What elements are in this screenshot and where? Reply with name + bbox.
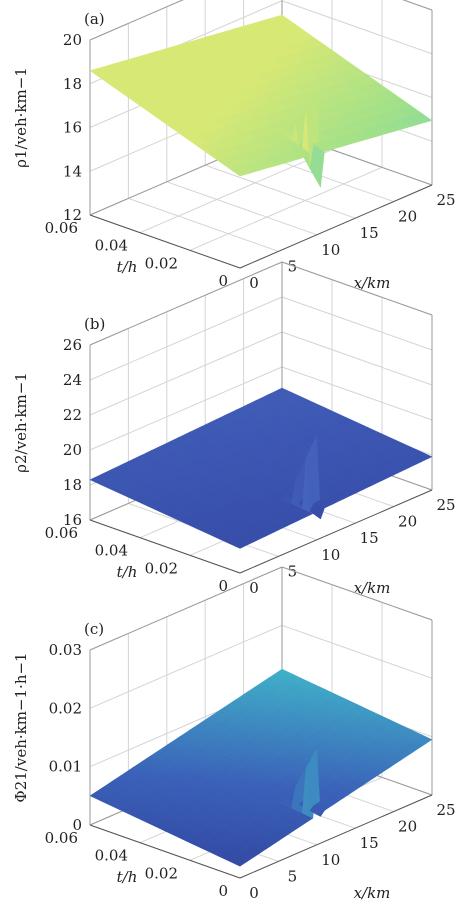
- surface: [89, 14, 433, 188]
- x-tick-label: 0: [249, 884, 259, 902]
- z-gridline: [281, 366, 433, 421]
- t-gridline: [139, 149, 333, 234]
- x-gridline: [166, 181, 317, 236]
- x-tick-label: 0: [249, 579, 259, 597]
- z-gridline: [281, 331, 433, 386]
- z-tick-label: 16: [63, 119, 82, 137]
- x-tick-label: 5: [288, 562, 298, 580]
- x-axis-label: x/km: [354, 884, 391, 902]
- z-gridline: [89, 331, 283, 416]
- chart-panel-1: 12 14 16 18 20 0 0.02 0.04 0.06 0 5 10 15 20 25 x/km t/h…: [12, 0, 456, 292]
- z-tick-label: 0: [72, 816, 82, 834]
- t-tick-label: 0: [218, 272, 228, 290]
- z-tick-label: 12: [63, 206, 82, 224]
- t-tick-label: 0.06: [45, 829, 78, 847]
- x-tick-label: 5: [288, 867, 298, 885]
- t-tick-label: 0.02: [145, 254, 178, 272]
- x-gridline: [128, 197, 279, 252]
- box-top-edge: [89, 0, 433, 41]
- t-tick-label: 0.04: [95, 237, 128, 255]
- z-gridline: [281, 0, 433, 55]
- t-axis-line: [89, 519, 241, 574]
- z-tick-label: 0.02: [49, 699, 82, 717]
- x-tick-label: 15: [360, 224, 379, 242]
- z-tick-label: 0.01: [49, 758, 82, 776]
- x-tick-label: 10: [321, 546, 340, 564]
- z-tick-label: 14: [63, 162, 82, 180]
- t-tick-label: 0.06: [45, 219, 78, 237]
- z-tick-label: 18: [63, 476, 82, 494]
- x-tick-label: 25: [436, 496, 455, 514]
- x-tick-label: 25: [436, 191, 455, 209]
- surface: [89, 387, 433, 549]
- t-axis-label: t/h: [117, 563, 138, 581]
- z-tick-label: 20: [63, 31, 82, 49]
- z-gridline: [89, 296, 283, 381]
- t-tick-label: 0: [218, 882, 228, 900]
- z-gridline: [89, 366, 283, 451]
- z-tick-label: 24: [63, 371, 82, 389]
- t-axis-label: t/h: [117, 868, 138, 886]
- box-top-edge: [89, 566, 433, 651]
- box-top-edge: [89, 261, 433, 346]
- surface-patch: [416, 112, 433, 122]
- z-axis-label: Φ21/veh·km−1·h−1: [12, 652, 30, 802]
- z-tick-label: 20: [63, 441, 82, 459]
- chart-panel-3: 00.010.020.0300.020.040.060510152025x/km…: [12, 566, 456, 902]
- t-axis-line: [89, 214, 241, 269]
- z-axis-label: ρ2/veh·km−1: [12, 372, 30, 473]
- z-tick-label: 26: [63, 336, 82, 354]
- t-axis-line: [89, 824, 241, 879]
- surface: [89, 668, 433, 867]
- surface-patch: [416, 734, 433, 743]
- t-gridline: [189, 166, 383, 251]
- x-tick-label: 10: [321, 241, 340, 259]
- t-tick-label: 0.02: [145, 559, 178, 577]
- z-tick-label: 18: [63, 75, 82, 93]
- x-tick-label: 15: [360, 834, 379, 852]
- z-tick-label: 22: [63, 406, 82, 424]
- x-tick-label: 20: [398, 208, 417, 226]
- t-axis-label: t/h: [117, 258, 138, 276]
- panel-label: (a): [84, 10, 105, 28]
- x-axis-line: [239, 489, 433, 574]
- t-tick-label: 0: [218, 577, 228, 595]
- x-tick-label: 25: [436, 801, 455, 819]
- x-tick-label: 20: [398, 818, 417, 836]
- surface-patch: [416, 451, 433, 459]
- z-tick-label: 16: [63, 511, 82, 529]
- z-gridline: [89, 624, 283, 709]
- t-tick-label: 0.04: [95, 847, 128, 865]
- x-tick-label: 5: [288, 257, 298, 275]
- t-tick-label: 0.04: [95, 542, 128, 560]
- z-tick-label: 0.03: [49, 641, 82, 659]
- chart-panel-2: 16 18 20 22 24 26 0 0.02 0.04 0.06 0 5 10 15 20 25 x/km t…: [12, 261, 456, 597]
- z-gridline: [281, 296, 433, 351]
- panel-label: (c): [84, 620, 104, 638]
- z-axis-label: ρ1/veh·km−1: [12, 67, 30, 168]
- x-tick-label: 0: [249, 274, 259, 292]
- t-tick-label: 0.02: [145, 864, 178, 882]
- x-tick-label: 15: [360, 529, 379, 547]
- x-tick-label: 10: [321, 851, 340, 869]
- z-gridline: [281, 624, 433, 679]
- x-axis-line: [239, 794, 433, 879]
- x-tick-label: 20: [398, 513, 417, 531]
- t-tick-label: 0.06: [45, 524, 78, 542]
- x-gridline: [205, 164, 356, 219]
- x-axis-label: x/km: [354, 579, 391, 597]
- x-axis-line: [239, 184, 433, 269]
- x-axis-label: x/km: [354, 274, 391, 292]
- panel-label: (b): [84, 315, 105, 333]
